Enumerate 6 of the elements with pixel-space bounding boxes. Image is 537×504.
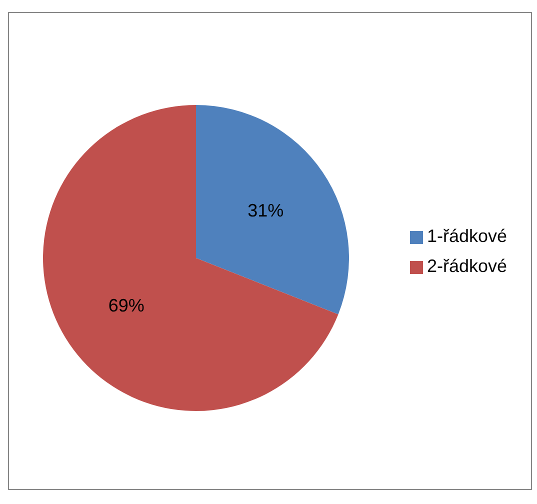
legend-label: 1-řádkové [426, 226, 507, 246]
legend-label: 2-řádkové [426, 256, 507, 276]
data-label: 31% [248, 200, 284, 221]
pie-slice [196, 105, 349, 314]
data-label: 69% [108, 295, 144, 316]
pie-slice [43, 105, 338, 411]
